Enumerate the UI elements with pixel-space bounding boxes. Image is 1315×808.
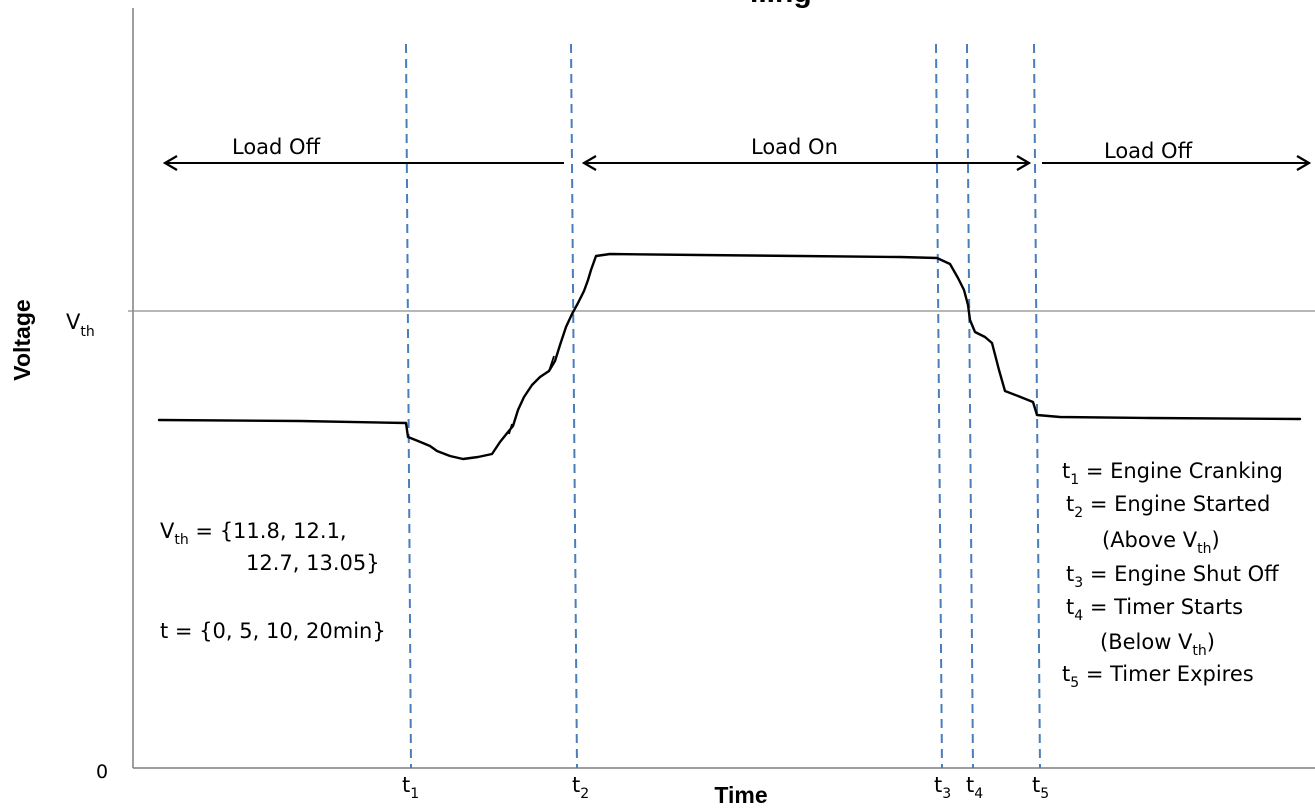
x-axis-title: Time	[714, 782, 767, 808]
region-label-load-off-right: Load Off	[1104, 139, 1193, 163]
y-axis-title: Voltage	[9, 299, 35, 380]
y-zero-label: 0	[96, 761, 108, 783]
marker-line-t1	[405, 43, 412, 769]
legend-t1: t1 = Engine Cranking	[1062, 459, 1283, 488]
diagram-title: ...ng	[750, 0, 812, 9]
vth-values-line1: Vth = {11.8, 12.1,	[160, 519, 347, 548]
time-label-t4: t4	[966, 773, 983, 802]
legend-t4-note: (Below Vth)	[1100, 630, 1215, 659]
marker-line-t3	[935, 43, 943, 769]
curve-glitch	[508, 355, 555, 435]
legend-t2: t2 = Engine Started	[1066, 492, 1270, 521]
legend-t3: t3 = Engine Shut Off	[1066, 562, 1279, 591]
region-label-load-on: Load On	[751, 135, 838, 159]
legend-t2-note: (Above Vth)	[1102, 528, 1220, 557]
time-label-t1: t1	[402, 773, 419, 802]
marker-line-t4	[966, 43, 974, 769]
time-label-t3: t3	[934, 773, 951, 802]
marker-line-t5	[1033, 43, 1041, 769]
time-label-t2: t2	[572, 773, 589, 802]
voltage-curve	[157, 252, 1302, 461]
region-label-load-off-left: Load Off	[232, 135, 321, 159]
vth-values-line2: 12.7, 13.05}	[246, 551, 380, 575]
legend-t4: t4 = Timer Starts	[1066, 595, 1243, 624]
time-label-t5: t5	[1032, 773, 1049, 802]
marker-line-t2	[570, 43, 578, 769]
t-values: t = {0, 5, 10, 20min}	[160, 619, 386, 643]
legend-t5: t5 = Timer Expires	[1062, 662, 1254, 691]
threshold-label: Vth	[66, 310, 95, 340]
